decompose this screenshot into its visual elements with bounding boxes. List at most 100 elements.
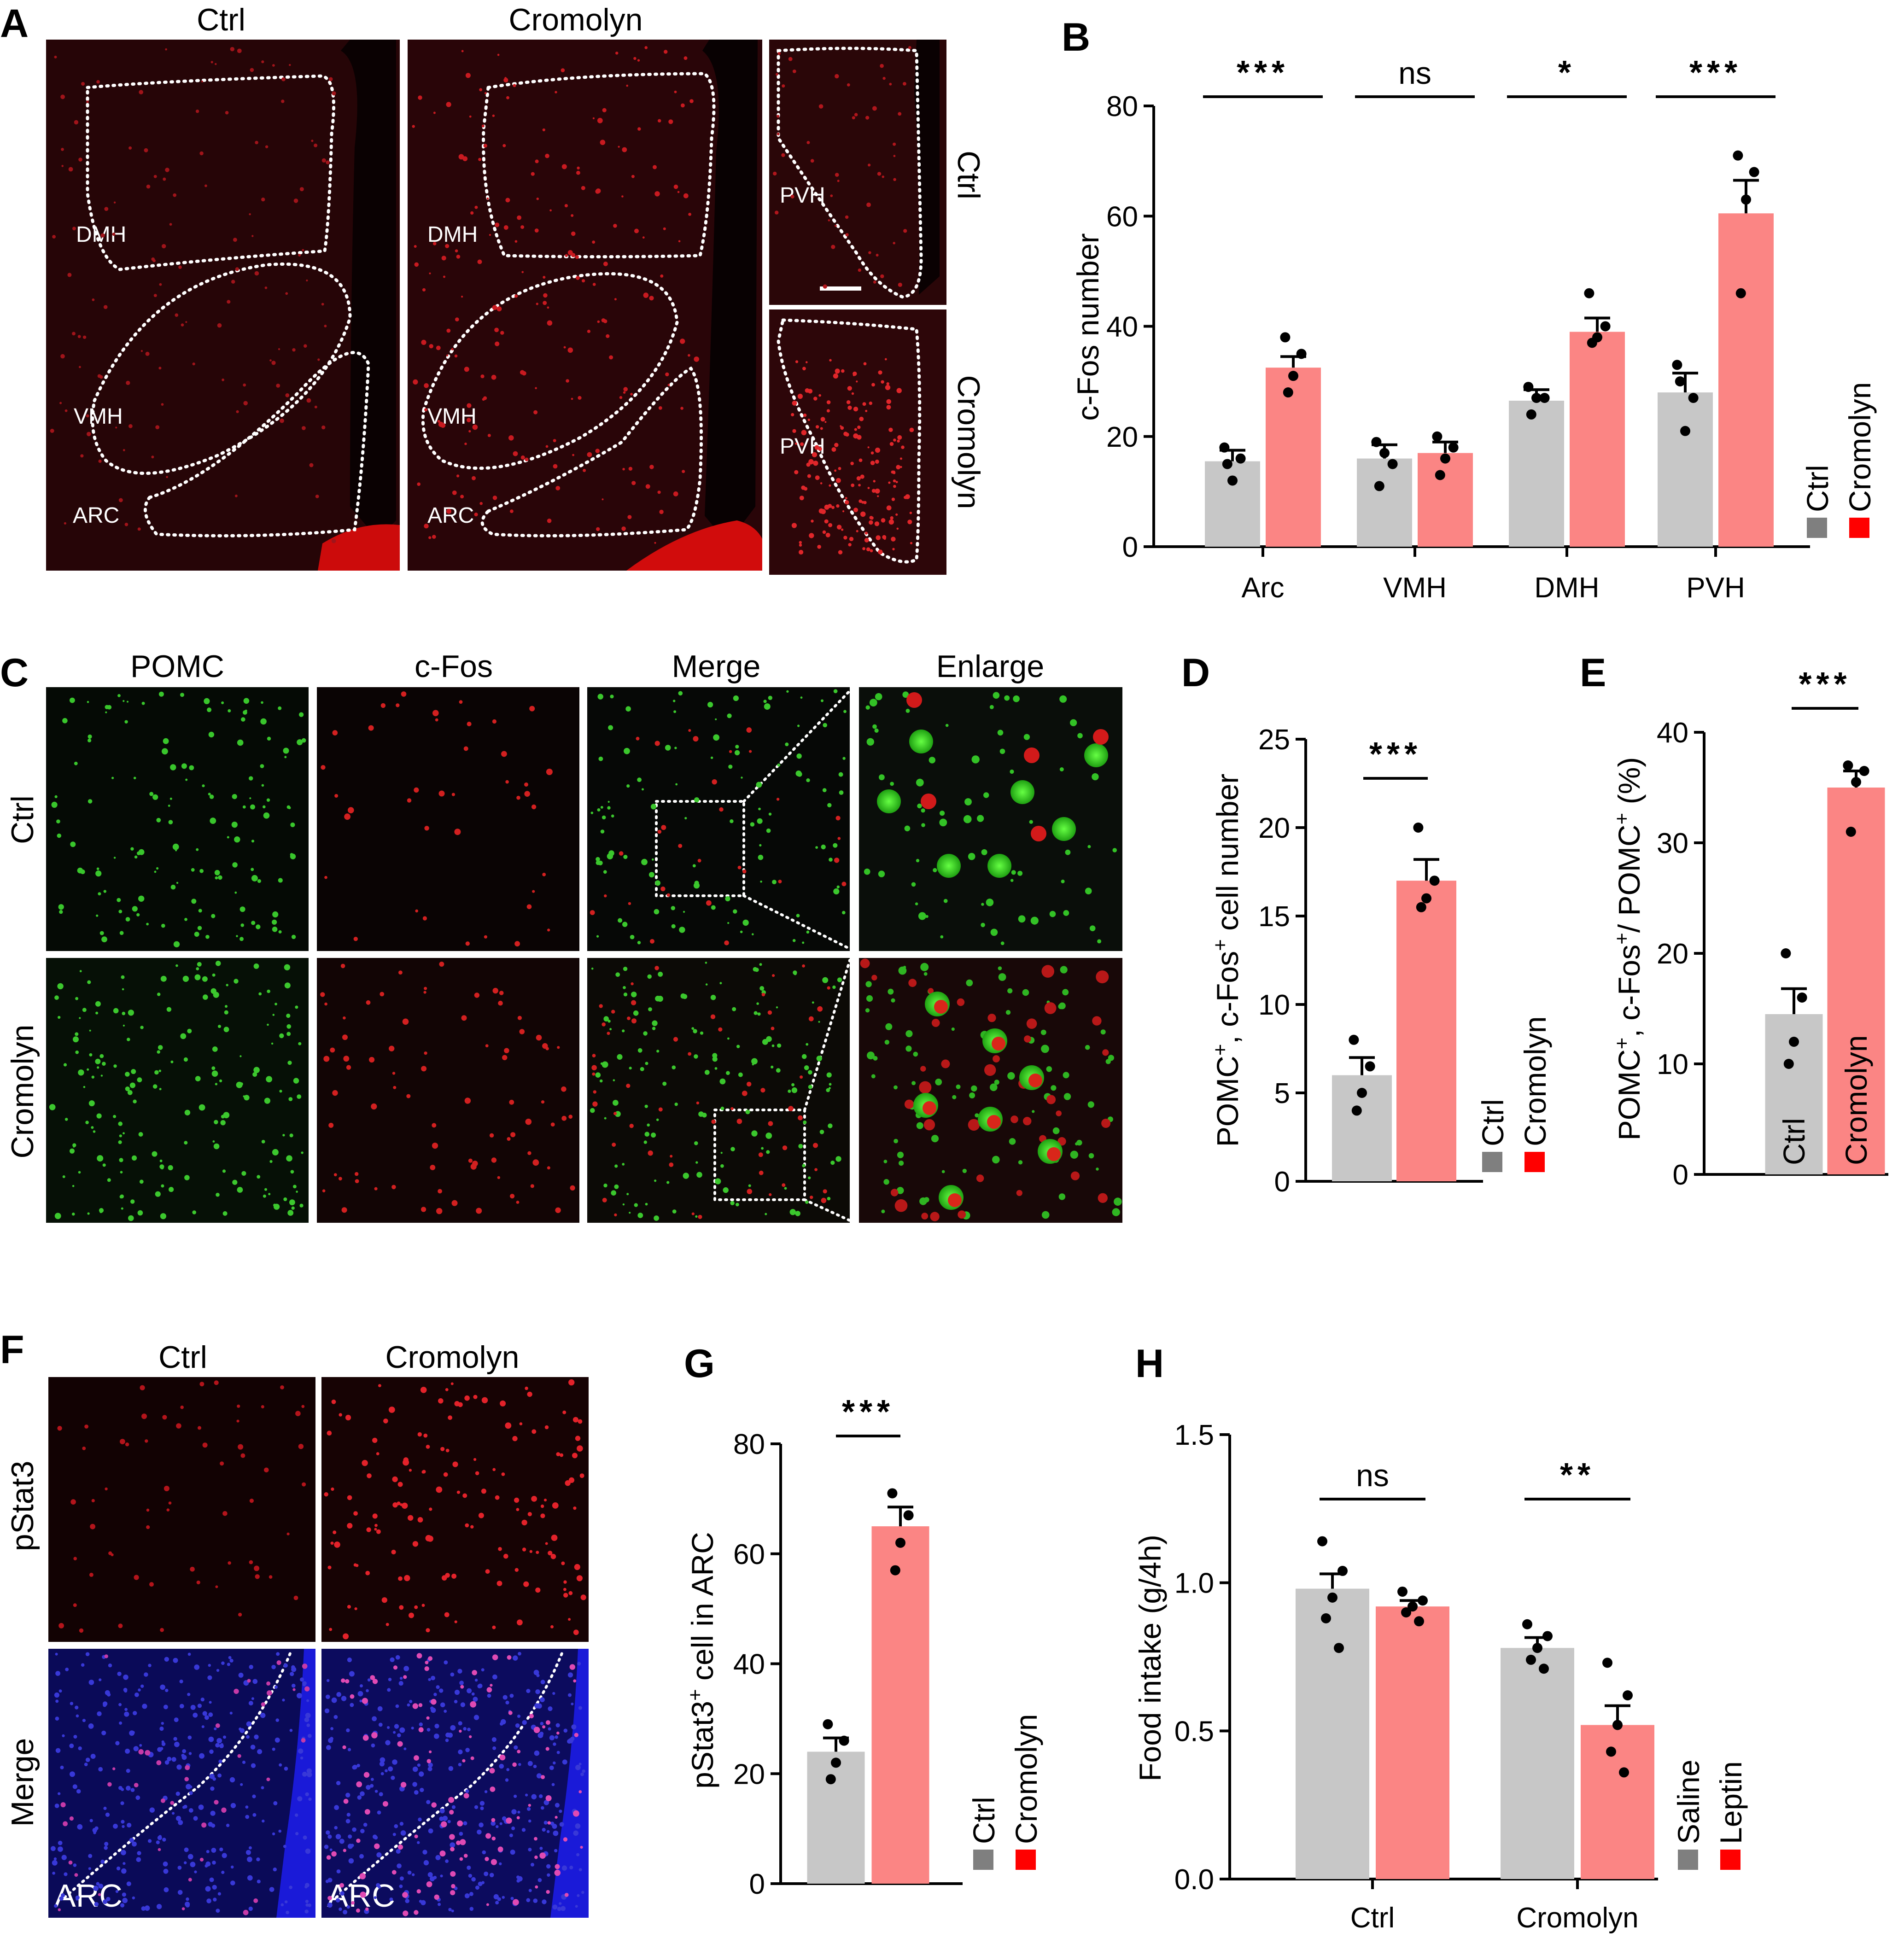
cfos-cell [169,223,172,226]
cfos-cell [592,117,595,119]
pomc-cell [107,705,112,710]
pomc-cell [87,1068,89,1071]
pomc-cell [296,1191,298,1193]
chart-b-x-tick-label: VMH [1383,572,1447,604]
dapi-nucleus [227,1663,230,1666]
dapi-nucleus [505,1700,509,1705]
pstat3-cell [286,1532,290,1535]
pomc-fiber [1097,939,1102,944]
chart-b-cromolyn-data-point [1440,453,1450,464]
panel-f-row-pstat3: pStat3 [5,1461,40,1552]
cfos-cell [443,275,445,278]
cfos-cell [535,159,539,163]
pstat3-cell [215,1585,218,1588]
chart-g-legend-label: Cromolyn [1009,1714,1043,1844]
pomc-fiber [1011,870,1016,875]
dapi-nucleus [89,1819,93,1822]
dapi-nucleus [562,1759,567,1765]
cfos-cell [567,250,573,255]
pomc-cell [832,985,836,989]
cfos-cell [516,1201,520,1204]
dapi-nucleus [346,1905,350,1909]
cfos-cell [124,523,128,526]
dapi-nucleus [450,1725,456,1731]
dapi-nucleus [163,1705,168,1710]
cfos-cell [678,844,683,848]
chart-g-ctrl-data-point [839,1735,849,1746]
cfos-cell [773,171,777,176]
pomc-cell [674,1103,678,1106]
chart-h-saline-data-point [1532,1643,1542,1653]
pstat3-cell [190,1566,195,1572]
pomc-cell [614,1164,618,1168]
dapi-nucleus [186,1897,189,1901]
pomc-cell [122,1011,126,1016]
cfos-cell [86,100,89,103]
pomc-cell [264,1188,267,1191]
dapi-nucleus [279,1763,282,1767]
pomc-fiber [992,1156,1000,1164]
dapi-nucleus [397,1733,401,1738]
dapi-nucleus [133,1746,139,1751]
cfos-cell [813,397,818,401]
dapi-nucleus [85,1652,90,1656]
chart-b-ctrl-bar [1509,400,1564,547]
chart-g-legend-label: Ctrl [967,1797,1001,1844]
cfos-cell [677,191,680,193]
pomc-cell [239,1082,243,1086]
pomc-fiber [1032,1110,1035,1113]
dapi-nucleus [213,1897,217,1902]
pomc-fiber [1087,845,1091,848]
pomc-cell [734,750,740,756]
cfos-cell [807,418,810,421]
cfos-cell [698,1214,702,1219]
dapi-nucleus [473,1697,478,1702]
pomc-cell [733,695,739,701]
chart-g-ctrl-data-point [831,1757,841,1768]
cfos-cell [834,858,840,863]
cfos-cell [264,286,268,289]
pomc-cell [741,776,743,779]
dapi-nucleus [575,1823,581,1829]
pomc-cell [89,1053,93,1057]
pomc-cell [70,841,76,847]
dapi-nucleus [283,1663,288,1668]
cfos-cell [683,56,688,60]
pomc-cell [623,967,628,971]
cfos-cell [694,356,699,362]
pomc-cell [64,1118,68,1121]
pstat3-cell [503,1553,508,1559]
dapi-nucleus [426,1800,431,1804]
panel-c-col-merge: Merge [672,649,761,684]
dapi-nucleus [62,1734,65,1737]
cfos-cell [519,1029,525,1034]
chart-d-y-label: POMC+, c-Fos+ cell number [1209,774,1244,1147]
cfos-cell [799,496,804,501]
chart-h-leptin-data-point [1612,1720,1623,1730]
pstat3-cell [516,1508,520,1512]
pomc-cell-large [1084,743,1108,767]
pstat3-merge-cell [541,1775,545,1780]
pstat3-cell [149,1582,154,1587]
chart-b-cromolyn-data-point [1584,288,1594,298]
pstat3-merge-cell [412,1703,418,1709]
panel-a: A Ctrl Cromolyn DMH VMH ARC DMH VMH AR [0,1,986,575]
cfos-cell [151,455,154,459]
chart-h-sig-label: ns [1356,1458,1389,1493]
cfos-cell [825,532,830,537]
pomc-cell [75,1032,79,1036]
pomc-cell [136,913,140,916]
cfos-cell [446,508,451,514]
cfos-cell [592,1072,596,1076]
cfos-cell [823,284,827,289]
pomc-cell [678,691,683,696]
dapi-nucleus [173,1737,177,1741]
pomc-cell [57,983,64,990]
dapi-nucleus [514,1745,518,1750]
pomc-cell [253,963,259,969]
cfos-cell [549,209,552,212]
pomc-fiber [931,1135,939,1143]
cfos-cell [897,439,900,443]
cfos-cell [524,791,530,797]
cfos-cell [433,111,436,114]
